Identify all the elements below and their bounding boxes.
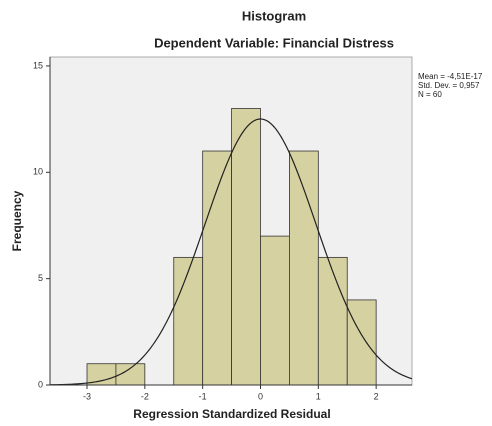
x-tick-label: -2	[141, 391, 149, 401]
stat-label: N = 60	[418, 90, 442, 99]
x-tick-label: -3	[83, 391, 91, 401]
bar	[317, 256, 348, 386]
x-axis-label: Regression Standardized Residual	[133, 407, 330, 421]
chart-subtitle: Dependent Variable: Financial Distress	[154, 35, 394, 50]
x-tick-label: 0	[258, 391, 263, 401]
normal-curve	[49, 118, 413, 386]
bar	[260, 235, 290, 386]
bar	[202, 150, 232, 386]
bar	[289, 150, 319, 386]
bar	[86, 363, 117, 386]
y-tick-label: 15	[33, 60, 43, 70]
y-tick-label: 0	[38, 379, 43, 389]
x-tick-label: 1	[316, 391, 321, 401]
x-tick-label: 2	[374, 391, 379, 401]
stat-label: Std. Dev. = 0,957	[418, 81, 480, 90]
stat-label: Mean = -4,51E-17	[418, 72, 483, 81]
bar	[231, 108, 261, 386]
y-axis-label: Frequency	[10, 190, 24, 251]
bar	[346, 299, 377, 386]
x-tick-label: -1	[199, 391, 207, 401]
bar	[173, 256, 204, 386]
y-tick-label: 10	[33, 167, 43, 177]
y-tick-label: 5	[38, 273, 43, 283]
chart-title: Histogram	[242, 8, 306, 23]
